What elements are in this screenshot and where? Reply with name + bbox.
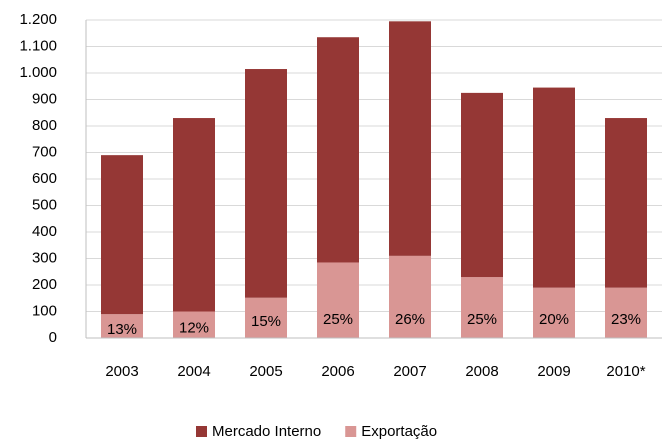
bar-segment	[317, 262, 359, 338]
x-tick-label: 2008	[465, 363, 498, 380]
share-label: 13%	[107, 321, 137, 338]
y-tick-label: 600	[32, 170, 57, 187]
x-tick-label: 2003	[105, 363, 138, 380]
y-tick-label: 300	[32, 249, 57, 266]
share-label: 23%	[611, 311, 641, 328]
bar-segment	[533, 87, 575, 288]
bar-segment	[173, 311, 215, 338]
share-label: 15%	[251, 313, 281, 330]
y-tick-label: 800	[32, 117, 57, 134]
x-tick-label: 2005	[249, 363, 282, 380]
y-tick-label: 200	[32, 276, 57, 293]
bar-segment	[317, 37, 359, 263]
bar-segment	[101, 155, 143, 315]
bar-segment	[461, 277, 503, 338]
x-tick-label: 2009	[537, 363, 570, 380]
x-tick-label: 2004	[177, 363, 210, 380]
bar-segment	[533, 287, 575, 338]
legend-label: Exportação	[361, 423, 437, 440]
legend-label: Mercado Interno	[212, 423, 321, 440]
bar-segment	[173, 118, 215, 312]
bar-segment	[605, 287, 647, 338]
bar-segment	[461, 92, 503, 278]
y-tick-label: 900	[32, 90, 57, 107]
x-tick-label: 2007	[393, 363, 426, 380]
y-tick-label: 1.100	[19, 37, 57, 54]
legend-swatch	[196, 426, 207, 437]
y-tick-label: 400	[32, 223, 57, 240]
share-label: 12%	[179, 320, 209, 337]
y-tick-label: 500	[32, 196, 57, 213]
share-label: 26%	[395, 311, 425, 328]
legend-swatch	[345, 426, 357, 437]
bar-segment	[101, 314, 143, 338]
x-tick-label: 2010*	[606, 363, 645, 380]
x-tick-label: 2006	[321, 363, 354, 380]
bar-segment	[245, 69, 287, 298]
bar-segment	[389, 255, 431, 338]
y-tick-label: 1.000	[19, 64, 57, 81]
y-tick-label: 1.200	[19, 11, 57, 28]
share-label: 20%	[539, 311, 569, 328]
share-label: 25%	[323, 311, 353, 328]
y-tick-label: 0	[49, 329, 57, 346]
bar-segment	[605, 118, 647, 288]
y-tick-label: 100	[32, 302, 57, 319]
bar-segment	[389, 21, 431, 256]
bar-segment	[245, 297, 287, 338]
share-label: 25%	[467, 311, 497, 328]
y-tick-label: 700	[32, 143, 57, 160]
